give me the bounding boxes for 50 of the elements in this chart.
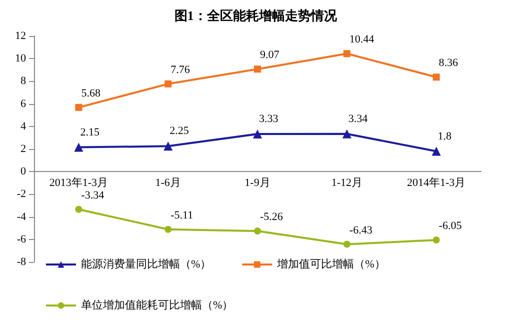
y-tick-label: -2 [16,188,26,200]
y-tick-label: 0 [20,166,26,178]
point [343,240,350,248]
data-label: -3.34 [81,189,105,202]
point [164,142,173,151]
point [253,129,262,138]
x-tick-label: 2013年1-3月 [49,177,108,190]
point [254,66,261,73]
data-label: 1.8 [438,130,452,142]
x-tick-label: 1-6月 [155,177,181,190]
y-tick-label: 2 [20,143,26,155]
y-tick-label: -4 [16,210,26,223]
y-tick-label: 8 [20,75,26,88]
y-tick-label: -6 [16,233,26,246]
x-tick-label: 1-9月 [244,177,270,190]
point [164,226,172,233]
data-label: -6.43 [349,224,373,236]
point [164,80,172,88]
point [342,129,352,138]
chart-title: 图1：全区能耗增幅走势情况 [174,8,338,23]
data-label: -6.05 [438,220,462,232]
data-label: 9.07 [260,49,280,62]
legend-label: 能源消费量同比增幅（%） [81,258,212,270]
data-label: 3.34 [348,112,368,125]
point [74,142,84,152]
data-label: 2.25 [170,125,190,138]
data-label: -5.26 [260,211,284,224]
x-tick-label: 1-12月 [331,177,362,190]
data-label: 7.76 [170,64,190,76]
legend-label: 单位增加值能耗可比增幅（%） [81,298,234,312]
data-label: 2.15 [80,126,100,138]
data-label: 8.36 [438,57,459,70]
y-tick-label: 4 [20,120,26,132]
point [75,206,82,213]
point [343,50,350,58]
point [254,228,261,235]
point [432,74,440,81]
data-label: 3.33 [259,112,279,125]
legend-label: 增加值可比增幅（%） [276,258,386,270]
y-tick-label: 12 [15,30,26,42]
point [75,104,82,111]
data-label: -5.11 [170,209,194,222]
y-tick-label: 10 [15,52,26,65]
data-label: 10.44 [349,34,375,46]
point [432,236,440,244]
y-tick-label: 6 [20,98,26,110]
x-tick-label: 2014年1-3月 [406,177,466,190]
data-label: 5.68 [81,87,101,100]
point [432,146,441,156]
y-tick-label: -8 [16,256,26,268]
